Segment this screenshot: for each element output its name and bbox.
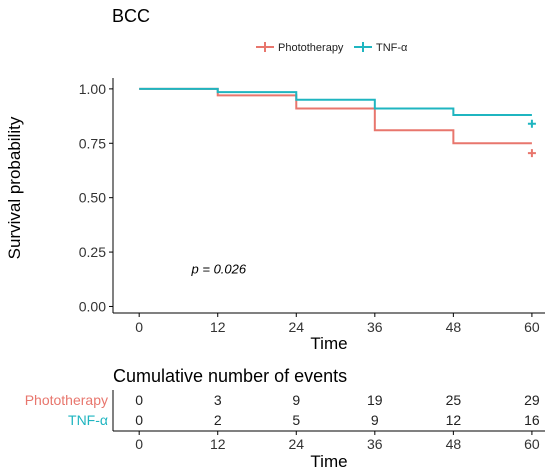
table-row-label: TNF-α: [68, 412, 108, 428]
table-x-tick-label: 48: [446, 436, 462, 452]
x-tick-label: 60: [524, 319, 540, 335]
table-cell: 16: [524, 412, 540, 428]
x-tick-label: 12: [210, 319, 226, 335]
p-value-annotation: p = 0.026: [191, 261, 247, 276]
legend-label: Phototherapy: [278, 42, 344, 54]
y-tick-label: 0.25: [79, 244, 106, 260]
y-tick-label: 1.00: [79, 81, 106, 97]
table-cell: 5: [292, 412, 300, 428]
x-tick-label: 0: [135, 319, 143, 335]
table-x-axis-ticks: 0 12 24 36 48 60: [135, 431, 540, 452]
x-tick-label: 24: [288, 319, 304, 335]
x-axis-ticks: 0 12 24 36 48 60: [135, 313, 540, 335]
x-axis-label: Time: [310, 334, 347, 353]
x-tick-label: 48: [446, 319, 462, 335]
table-cell: 9: [292, 392, 300, 408]
censor-mark: [527, 149, 536, 158]
km-curve-phototherapy: [139, 87, 532, 145]
table-cell: 0: [135, 412, 143, 428]
table-x-axis-label: Time: [310, 452, 347, 471]
legend-label: TNF-α: [376, 42, 408, 54]
table-row-label: Phototherapy: [25, 392, 108, 408]
table-x-tick-label: 24: [288, 436, 304, 452]
y-tick-label: 0.75: [79, 135, 106, 151]
table-x-tick-label: 36: [367, 436, 383, 452]
table-cell: 25: [446, 392, 462, 408]
legend: Phototherapy TNF-α: [256, 42, 408, 54]
table-cell: 2: [214, 412, 222, 428]
table-x-tick-label: 60: [524, 436, 540, 452]
x-tick-label: 36: [367, 319, 383, 335]
censor-mark: [527, 119, 536, 128]
y-axis-label: Survival probability: [5, 116, 24, 259]
table-cell: 9: [371, 412, 379, 428]
table-cell: 0: [135, 392, 143, 408]
table-cell: 19: [367, 392, 383, 408]
chart-title: BCC: [112, 6, 150, 26]
table-cell: 12: [446, 412, 462, 428]
table-x-tick-label: 0: [135, 436, 143, 452]
y-tick-label: 0.50: [79, 190, 106, 206]
km-plot: [139, 87, 536, 158]
km-curve-tnf-: [139, 87, 532, 116]
table-cell: 29: [524, 392, 540, 408]
risk-table-title: Cumulative number of events: [113, 366, 347, 386]
y-tick-label: 0.00: [79, 298, 106, 314]
y-axis-ticks: 0.00 0.25 0.50 0.75 1.00: [79, 81, 113, 314]
table-cell: 3: [214, 392, 222, 408]
table-x-tick-label: 12: [210, 436, 226, 452]
